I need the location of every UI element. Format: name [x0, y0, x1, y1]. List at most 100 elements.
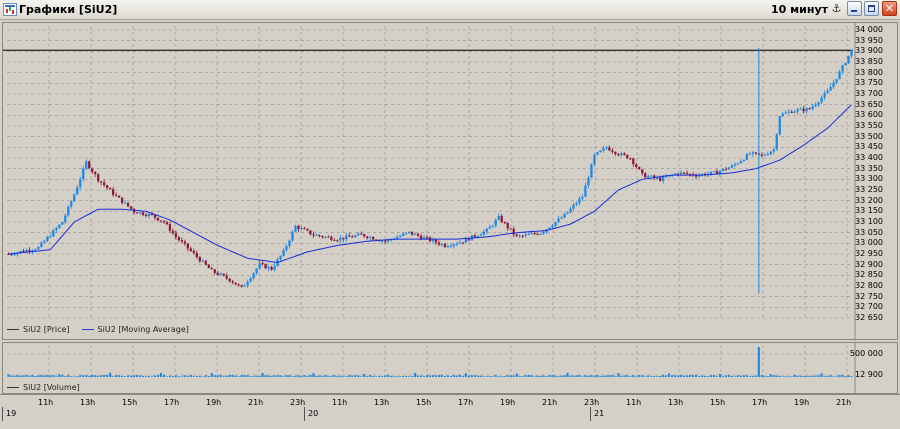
volume-bar — [632, 375, 635, 377]
minimize-icon — [851, 10, 857, 12]
volume-bar — [67, 375, 70, 377]
candle-body — [22, 250, 25, 252]
candle-body — [665, 176, 668, 178]
volume-bar — [695, 374, 698, 377]
volume-bar — [333, 374, 336, 377]
volume-bar — [781, 376, 784, 377]
candle-body — [503, 222, 506, 224]
date-separator — [304, 407, 305, 421]
candle-body — [796, 109, 799, 112]
candle-body — [781, 113, 784, 117]
volume-bar — [147, 375, 151, 377]
candle-body — [135, 212, 139, 214]
candle-body — [808, 108, 811, 110]
anchor-icon[interactable]: ⚓ — [831, 2, 842, 15]
volume-bar — [315, 375, 318, 377]
candle-body — [225, 275, 228, 279]
candle-body — [88, 161, 91, 169]
volume-bar — [103, 375, 106, 377]
candle-body — [357, 233, 360, 236]
volume-bar — [533, 376, 536, 377]
candle-body — [91, 168, 94, 172]
candle-body — [739, 161, 743, 164]
volume-bar — [470, 375, 473, 377]
volume-bar — [596, 374, 599, 377]
minimize-button[interactable] — [847, 1, 862, 16]
candle-body — [817, 102, 820, 105]
price-tick-label: 33 300 — [855, 174, 883, 184]
candle-body — [330, 236, 333, 240]
time-tick-label: 21h — [836, 398, 852, 407]
candle-body — [228, 278, 231, 282]
price-tick-label: 32 750 — [855, 291, 883, 301]
candle-body — [638, 167, 641, 170]
interval-selector[interactable]: 10 минут — [771, 3, 828, 16]
candle-body — [560, 217, 563, 219]
candle-body — [404, 232, 408, 234]
volume-bar — [369, 375, 372, 377]
price-tick-label: 33 200 — [855, 195, 883, 205]
candle-body — [106, 185, 109, 188]
volume-bar — [775, 375, 778, 377]
candle-body — [55, 228, 58, 231]
date-tick-label: 20 — [308, 409, 319, 418]
price-tick-label: 33 350 — [855, 163, 883, 173]
volume-bar — [518, 376, 521, 377]
maximize-button[interactable] — [864, 1, 879, 16]
volume-bar — [464, 373, 467, 377]
candle-body — [123, 202, 127, 204]
volume-bar — [829, 375, 832, 377]
window-titlebar[interactable]: Графики [SiU2] 10 минут ⚓ ✕ — [0, 0, 900, 20]
volume-bar — [677, 375, 680, 377]
candle-body — [177, 237, 181, 241]
price-chart-svg[interactable] — [3, 23, 899, 341]
candle-body — [482, 231, 485, 235]
price-chart-pane[interactable]: 34 000 33 950 33 900 33 850 33 800 33 750 33 7… — [2, 22, 899, 341]
legend-item-moving-average: SiU2 [Moving Average] — [81, 325, 189, 334]
candle-body — [129, 206, 133, 209]
candle-body — [372, 237, 375, 240]
candle-body — [425, 237, 429, 239]
volume-bar — [614, 376, 617, 377]
volume-bar — [709, 375, 713, 377]
volume-bar — [52, 375, 55, 377]
volume-bar — [198, 376, 201, 377]
candle-body — [234, 282, 237, 285]
close-button[interactable]: ✕ — [882, 1, 897, 16]
candle-body — [688, 173, 692, 175]
volume-bar — [124, 376, 127, 377]
volume-bar — [784, 376, 787, 377]
candle-body — [736, 163, 740, 165]
candle-body — [387, 239, 390, 242]
volume-chart-pane[interactable]: 500 000 12 900 SiU2 [Volume] — [2, 342, 899, 395]
volume-bar — [297, 375, 300, 377]
candle-body — [37, 246, 40, 250]
volume-chart-svg[interactable] — [3, 343, 899, 395]
volume-bar — [554, 375, 557, 377]
volume-bar — [384, 375, 387, 377]
candle-body — [685, 172, 689, 174]
candle-body — [673, 173, 677, 175]
volume-bar — [542, 375, 545, 377]
volume-bar — [186, 376, 189, 377]
volume-bar — [626, 375, 629, 377]
candle-body — [369, 237, 372, 239]
volume-bar — [255, 375, 258, 377]
candle-body — [506, 222, 509, 229]
volume-bar — [207, 375, 210, 377]
candle-body — [626, 154, 629, 159]
volume-bar — [431, 375, 435, 377]
volume-bar — [844, 376, 847, 377]
legend-swatch-volume — [7, 387, 19, 388]
candle-body — [772, 149, 775, 152]
price-tick-label: 33 600 — [855, 110, 883, 120]
volume-bar — [153, 375, 157, 377]
volume-bar — [826, 375, 829, 377]
candle-body — [354, 235, 357, 238]
volume-bar — [584, 375, 587, 377]
volume-bar — [133, 375, 136, 377]
volume-bar — [712, 375, 716, 377]
candle-body — [850, 49, 853, 56]
volume-bar — [425, 374, 429, 377]
candle-body — [790, 111, 793, 113]
